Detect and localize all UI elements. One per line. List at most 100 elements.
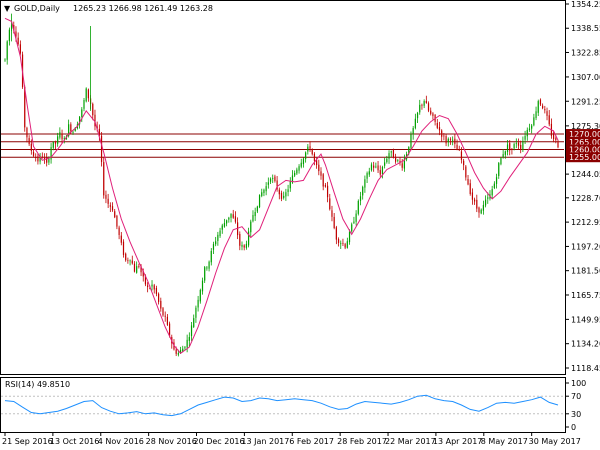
candle-body	[168, 323, 171, 336]
candle-body	[37, 156, 39, 162]
candle-body	[125, 253, 127, 261]
candle-body	[206, 267, 208, 269]
candle-body	[92, 103, 94, 116]
candle-body	[149, 287, 151, 289]
candle-body	[98, 128, 100, 136]
ohlc-readout: 1265.23 1266.98 1261.49 1263.28	[73, 4, 213, 13]
candle-body	[322, 174, 324, 187]
candle-body	[430, 110, 432, 114]
candle-body	[153, 285, 155, 290]
candle-body	[305, 152, 307, 160]
candle-body	[48, 158, 50, 163]
candle-body	[4, 59, 6, 61]
candle-body	[340, 243, 342, 245]
time-tick-label: 13 Oct 2016	[50, 437, 99, 446]
price-tick-label: 1181.50	[571, 267, 600, 276]
candle-body	[348, 231, 351, 243]
candle-body	[513, 144, 515, 149]
time-tick-label: 20 Dec 2016	[194, 437, 245, 446]
candle-body	[79, 116, 81, 125]
candle-body	[204, 267, 206, 281]
candle-body	[362, 186, 364, 196]
candle-body	[210, 250, 212, 263]
rsi-panel-frame	[0, 377, 566, 433]
moving-average-line	[4, 17, 559, 354]
candle-body	[390, 151, 392, 153]
candle-body	[397, 160, 399, 162]
candle-body	[162, 308, 164, 316]
candle-body	[234, 216, 237, 222]
candle-body	[318, 164, 320, 172]
candle-body	[302, 158, 305, 165]
candles	[4, 13, 559, 357]
candle-body	[188, 337, 190, 341]
candle-body	[114, 211, 116, 218]
candle-body	[175, 349, 177, 354]
candle-body	[43, 158, 46, 159]
candle-body	[241, 244, 243, 247]
candle-body	[476, 199, 478, 209]
candle-body	[370, 164, 373, 171]
level-tag-box	[566, 144, 600, 155]
price-tick-label: 1118.45	[571, 364, 600, 373]
candle-body	[520, 145, 522, 149]
rsi-axis: 100 70 30 0	[565, 379, 586, 432]
level-tag-label: 1260.00	[569, 145, 600, 154]
main-panel-frame	[0, 0, 566, 375]
candle-body	[278, 189, 280, 195]
candle-body	[357, 200, 359, 214]
candle-body	[87, 89, 89, 99]
candle-body	[419, 104, 421, 113]
candle-body	[548, 115, 550, 125]
candle-body	[267, 182, 269, 185]
time-tick-label: 30 May 2017	[529, 437, 581, 446]
candle-body	[447, 138, 449, 143]
horizontal-levels	[1, 133, 564, 158]
candle-body	[326, 185, 329, 198]
candle-body	[190, 325, 193, 336]
candle-body	[373, 165, 375, 168]
candle-body	[320, 171, 322, 176]
candle-body	[408, 147, 410, 154]
time-tick-label: 28 Feb 2017	[337, 437, 387, 446]
time-tick-label: 8 May 2017	[481, 437, 528, 446]
candle-body	[116, 215, 118, 227]
candle-body	[342, 243, 344, 244]
candle-body	[401, 163, 403, 168]
candle-body	[103, 162, 105, 196]
symbol-label: GOLD,Daily	[14, 4, 60, 13]
candle-body	[524, 135, 526, 140]
dropdown-triangle-icon[interactable]: ▼	[4, 4, 11, 13]
candle-body	[250, 221, 252, 233]
candle-body	[195, 307, 197, 318]
candle-body	[118, 227, 120, 235]
level-tag-label: 1255.00	[569, 153, 600, 162]
candle-body	[355, 213, 357, 222]
candle-body	[346, 241, 348, 248]
candle-body	[353, 221, 355, 223]
candle-body	[500, 158, 502, 165]
candle-body	[127, 260, 129, 262]
time-tick-label: 22 Mar 2017	[385, 437, 436, 446]
candle-body	[28, 138, 30, 145]
candle-body	[30, 143, 32, 151]
candle-body	[392, 149, 395, 158]
candle-body	[403, 158, 405, 169]
candle-body	[46, 157, 48, 163]
candle-body	[504, 151, 506, 155]
candle-body	[458, 149, 460, 151]
candle-body	[17, 37, 19, 45]
price-tick-label: 1228.70	[571, 194, 600, 203]
candle-body	[74, 128, 76, 131]
candle-body	[52, 142, 54, 148]
price-tick-label: 1307.00	[571, 73, 600, 82]
candle-body	[544, 109, 546, 111]
candle-body	[515, 143, 517, 145]
candle-body	[24, 86, 26, 128]
candle-body	[537, 101, 539, 113]
candle-body	[68, 124, 70, 137]
candle-body	[557, 141, 559, 148]
candle-body	[423, 101, 425, 106]
candle-body	[307, 146, 309, 152]
